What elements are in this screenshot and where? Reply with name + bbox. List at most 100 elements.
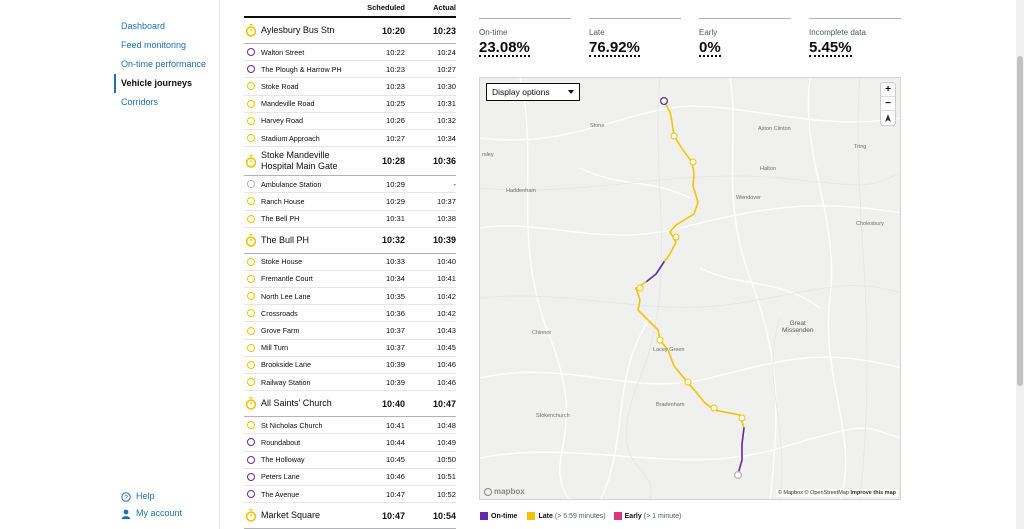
route-map[interactable]: Stone Aston Clinton Tring rsley Haddenha… <box>479 77 901 500</box>
status-circle <box>247 490 255 499</box>
scheduled-time: 10:39 <box>385 360 405 370</box>
scheduled-time: 10:40 <box>381 398 405 409</box>
improve-map-link[interactable]: Improve this map <box>850 490 896 496</box>
stop-status-icon <box>245 359 257 371</box>
stop-row: Mandeville Road 10:25 10:31 <box>244 96 456 113</box>
scheduled-time: 10:36 <box>385 308 405 318</box>
attribution-text[interactable]: © Mapbox © OpenStreetMap <box>777 490 849 496</box>
actual-time: 10:42 <box>436 308 456 318</box>
place-great-missenden: Great Missenden <box>782 320 814 334</box>
status-circle <box>247 438 255 447</box>
page-scrollbar[interactable] <box>1016 0 1024 529</box>
stop-row: Fremantle Court 10:34 10:41 <box>244 271 456 289</box>
status-circle <box>247 455 255 464</box>
status-circle <box>247 180 255 189</box>
stop-name: Grove Farm <box>261 326 300 336</box>
legend-note: (> 1 minute) <box>643 512 682 520</box>
help-link[interactable]: ? Help <box>120 488 182 505</box>
status-circle <box>247 65 255 74</box>
scheduled-time: 10:26 <box>385 116 405 126</box>
stop-status-icon <box>245 132 257 144</box>
stop-status-icon <box>245 256 257 268</box>
legend-swatch <box>527 512 536 520</box>
legend-label: Early <box>624 512 642 520</box>
account-link[interactable]: My account <box>120 505 182 522</box>
stop-name: Railway Station <box>261 377 311 387</box>
compass-button[interactable] <box>881 111 895 125</box>
scheduled-time: 10:32 <box>381 235 405 246</box>
nav-feed-monitoring[interactable]: Feed monitoring <box>121 40 187 50</box>
legend-swatch <box>480 512 488 520</box>
stop-name: Stadium Approach <box>261 133 320 143</box>
stop-name: Mill Turn <box>261 343 289 353</box>
scheduled-time: 10:41 <box>385 420 405 430</box>
status-circle <box>247 378 255 387</box>
actual-time: 10:39 <box>432 235 456 246</box>
map-canvas[interactable] <box>480 78 901 500</box>
stop-name: Fremantle Court <box>261 274 313 284</box>
place-kinsey: rsley <box>482 152 494 158</box>
actual-time: 10:24 <box>436 47 456 57</box>
stop-row: Ranch House 10:29 10:37 <box>244 193 456 211</box>
stop-name: Aylesbury Bus Stn <box>261 25 335 35</box>
actual-time: - <box>453 179 456 189</box>
status-circle <box>247 134 255 143</box>
zoom-in-button[interactable]: + <box>881 83 895 97</box>
nav-vehicle-journeys[interactable]: Vehicle journeys <box>114 74 206 93</box>
legend-early: Early (> 1 minute) <box>613 512 682 520</box>
stat-late: Late 76.92% <box>589 18 681 57</box>
stat-incomplete: Incomplete data 5.45% <box>809 18 901 57</box>
actual-time: 10:45 <box>436 343 456 353</box>
stat-value[interactable]: 0% <box>699 39 721 57</box>
sidebar: Dashboard Feed monitoring On-time perfor… <box>0 0 220 529</box>
status-circle <box>247 274 255 283</box>
stat-value[interactable]: 76.92% <box>589 39 640 57</box>
actual-time: 10:54 <box>432 510 456 521</box>
stat-label: Early <box>699 28 718 37</box>
scrollbar-thumb[interactable] <box>1017 56 1023 386</box>
stop-name: Harvey Road <box>261 116 303 126</box>
legend-label: Late <box>538 512 553 520</box>
user-icon <box>120 508 131 519</box>
nav-corridors[interactable]: Corridors <box>121 97 159 107</box>
actual-time: 10:41 <box>436 274 456 284</box>
legend-label: On-time <box>491 512 518 520</box>
nav-dashboard[interactable]: Dashboard <box>121 21 166 31</box>
actual-time: 10:30 <box>436 81 456 91</box>
stop-name: The Holloway <box>261 455 305 465</box>
stat-value[interactable]: 5.45% <box>809 39 852 57</box>
stop-status-icon <box>245 80 257 92</box>
actual-time: 10:32 <box>436 116 456 126</box>
stat-label: Incomplete data <box>809 28 866 37</box>
mapbox-logo-icon <box>484 487 492 496</box>
scheduled-time: 10:27 <box>385 133 405 143</box>
stopwatch-icon <box>245 509 257 522</box>
stop-name: Peters Lane <box>261 472 300 482</box>
status-circle <box>247 309 255 318</box>
stop-status-icon <box>245 376 257 388</box>
stop-row: Grove Farm 10:37 10:43 <box>244 322 456 340</box>
stop-status-icon <box>245 325 257 337</box>
timing-point-row: Stoke Mandeville Hospital Main Gate 10:28… <box>244 147 456 177</box>
nav-on-time-performance[interactable]: On-time performance <box>121 59 207 69</box>
status-circle <box>247 360 255 369</box>
display-options-label: Display options <box>492 87 550 97</box>
place-stokenchurch: Stokenchurch <box>536 413 570 419</box>
scheduled-time: 10:23 <box>385 64 405 74</box>
stop-status-icon <box>245 178 257 190</box>
stop-name: The Avenue <box>261 489 300 499</box>
stop-row: Crossroads 10:36 10:42 <box>244 305 456 323</box>
mapbox-logo[interactable]: mapbox <box>484 487 525 496</box>
legend-swatch <box>613 512 622 520</box>
stop-status-icon <box>245 213 257 225</box>
stop-row: St Nicholas Church 10:41 10:48 <box>244 417 456 435</box>
display-options-select[interactable]: Display options <box>486 83 580 101</box>
stop-row: Brookside Lane 10:39 10:46 <box>244 357 456 374</box>
stat-label: On-time <box>479 28 508 37</box>
stop-row: Peters Lane 10:46 10:51 <box>244 469 456 486</box>
zoom-out-button[interactable]: − <box>881 97 895 111</box>
stat-value[interactable]: 23.08% <box>479 39 530 57</box>
map-legend: On-time Late (> 5:59 minutes) Early (> 1… <box>480 512 689 520</box>
stop-name: Stoke Mandeville Hospital Main Gate <box>261 150 338 172</box>
timing-point-row: All Saints' Church 10:40 10:47 <box>244 391 456 418</box>
